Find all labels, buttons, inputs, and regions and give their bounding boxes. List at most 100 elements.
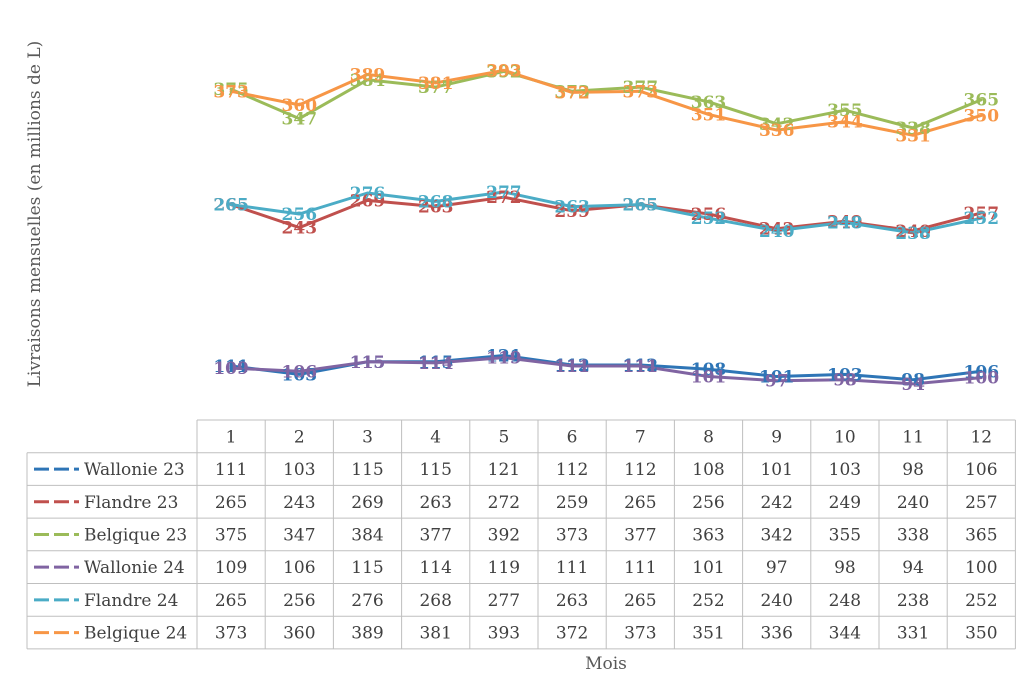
data-label: 363 bbox=[691, 93, 727, 113]
table-cell: 389 bbox=[351, 624, 383, 644]
x-tick-label: 11 bbox=[902, 427, 924, 447]
data-label: 100 bbox=[964, 369, 1000, 389]
table-cell: 111 bbox=[215, 460, 247, 480]
table-cell: 240 bbox=[760, 591, 792, 611]
x-tick-label: 9 bbox=[771, 427, 782, 447]
table-cell: 272 bbox=[488, 493, 520, 513]
data-label: 342 bbox=[759, 115, 795, 135]
table-cell: 277 bbox=[488, 591, 520, 611]
data-label: 265 bbox=[623, 196, 659, 216]
data-label: 276 bbox=[350, 184, 386, 204]
table-cell: 238 bbox=[897, 591, 929, 611]
table-cell: 112 bbox=[556, 460, 588, 480]
data-label: 112 bbox=[623, 356, 659, 376]
x-tick-label: 2 bbox=[294, 427, 305, 447]
data-label: 252 bbox=[964, 209, 1000, 229]
data-label: 269 bbox=[350, 191, 386, 211]
table-cell: 256 bbox=[283, 591, 315, 611]
table-cell: 350 bbox=[965, 624, 997, 644]
data-label: 375 bbox=[213, 80, 249, 100]
table-cell: 342 bbox=[760, 526, 792, 546]
table-cell: 373 bbox=[624, 624, 656, 644]
table-cell: 363 bbox=[692, 526, 724, 546]
table-cell: 373 bbox=[556, 526, 588, 546]
data-label: 351 bbox=[691, 105, 727, 125]
series-line-belgique-24 bbox=[229, 68, 983, 137]
table-cell: 240 bbox=[897, 493, 929, 513]
table-cell: 268 bbox=[419, 591, 451, 611]
table-cell: 121 bbox=[488, 460, 520, 480]
data-label: 240 bbox=[895, 222, 931, 242]
data-label: 111 bbox=[213, 357, 249, 377]
data-label: 350 bbox=[964, 106, 1000, 126]
data-label: 114 bbox=[418, 354, 454, 374]
data-label: 101 bbox=[691, 368, 727, 388]
data-label: 384 bbox=[350, 71, 386, 91]
data-label: 106 bbox=[282, 362, 318, 382]
table-cell: 269 bbox=[351, 493, 383, 513]
x-tick-label: 1 bbox=[226, 427, 237, 447]
data-label: 249 bbox=[827, 212, 863, 232]
data-label: 108 bbox=[691, 360, 727, 380]
table-cell: 103 bbox=[829, 460, 861, 480]
x-tick-label: 7 bbox=[635, 427, 646, 447]
data-label: 265 bbox=[623, 196, 659, 216]
table-cell: 115 bbox=[351, 558, 383, 578]
data-label: 373 bbox=[623, 82, 659, 102]
data-label: 243 bbox=[282, 219, 318, 239]
table-cell: 265 bbox=[215, 493, 247, 513]
data-label: 347 bbox=[282, 110, 318, 130]
data-label: 277 bbox=[486, 183, 522, 203]
table-cell: 243 bbox=[283, 493, 315, 513]
x-axis-label: Mois bbox=[585, 654, 627, 674]
data-label: 101 bbox=[759, 368, 795, 388]
data-label: 392 bbox=[486, 62, 522, 82]
table-cell: 115 bbox=[351, 460, 383, 480]
data-label: 103 bbox=[282, 365, 318, 385]
data-label: 240 bbox=[759, 222, 795, 242]
table-cell: 331 bbox=[897, 624, 929, 644]
table-cell: 392 bbox=[488, 526, 520, 546]
table-cell: 101 bbox=[760, 460, 792, 480]
data-label: 252 bbox=[691, 209, 727, 229]
table-cell: 259 bbox=[556, 493, 588, 513]
data-label: 238 bbox=[895, 224, 931, 244]
table-cell: 372 bbox=[556, 624, 588, 644]
y-axis-label: Livraisons mensuelles (en millions de L) bbox=[25, 41, 45, 387]
table-cell: 377 bbox=[419, 526, 451, 546]
table-cell: 108 bbox=[692, 460, 724, 480]
table-cell: 384 bbox=[351, 526, 383, 546]
data-label: 355 bbox=[827, 101, 863, 121]
series-line-belgique-23 bbox=[229, 69, 983, 130]
data-label: 377 bbox=[623, 78, 659, 98]
data-label: 256 bbox=[282, 205, 318, 225]
table-cell: 338 bbox=[897, 526, 929, 546]
data-label: 98 bbox=[901, 371, 925, 391]
table-cell: 115 bbox=[419, 460, 451, 480]
x-tick-label: 6 bbox=[567, 427, 578, 447]
table-cell: 111 bbox=[624, 558, 656, 578]
data-label: 106 bbox=[964, 362, 1000, 382]
series-line-wallonie-24 bbox=[229, 356, 983, 386]
data-label: 111 bbox=[623, 357, 659, 377]
data-label: 115 bbox=[418, 353, 454, 373]
legend-entry: Flandre 24 bbox=[84, 591, 178, 611]
table-cell: 344 bbox=[829, 624, 861, 644]
table-cell: 265 bbox=[624, 591, 656, 611]
data-label: 115 bbox=[350, 353, 386, 373]
data-label: 372 bbox=[554, 83, 590, 103]
data-label: 265 bbox=[213, 196, 249, 216]
legend-entry: Wallonie 24 bbox=[84, 558, 185, 578]
table-cell: 249 bbox=[829, 493, 861, 513]
table-cell: 336 bbox=[760, 624, 792, 644]
data-label: 263 bbox=[418, 198, 454, 218]
table-cell: 97 bbox=[766, 558, 788, 578]
table-cell: 373 bbox=[215, 624, 247, 644]
table-cell: 101 bbox=[692, 558, 724, 578]
data-label: 344 bbox=[827, 113, 863, 133]
data-label: 115 bbox=[350, 353, 386, 373]
data-label: 109 bbox=[213, 359, 249, 379]
data-label: 381 bbox=[418, 74, 454, 94]
